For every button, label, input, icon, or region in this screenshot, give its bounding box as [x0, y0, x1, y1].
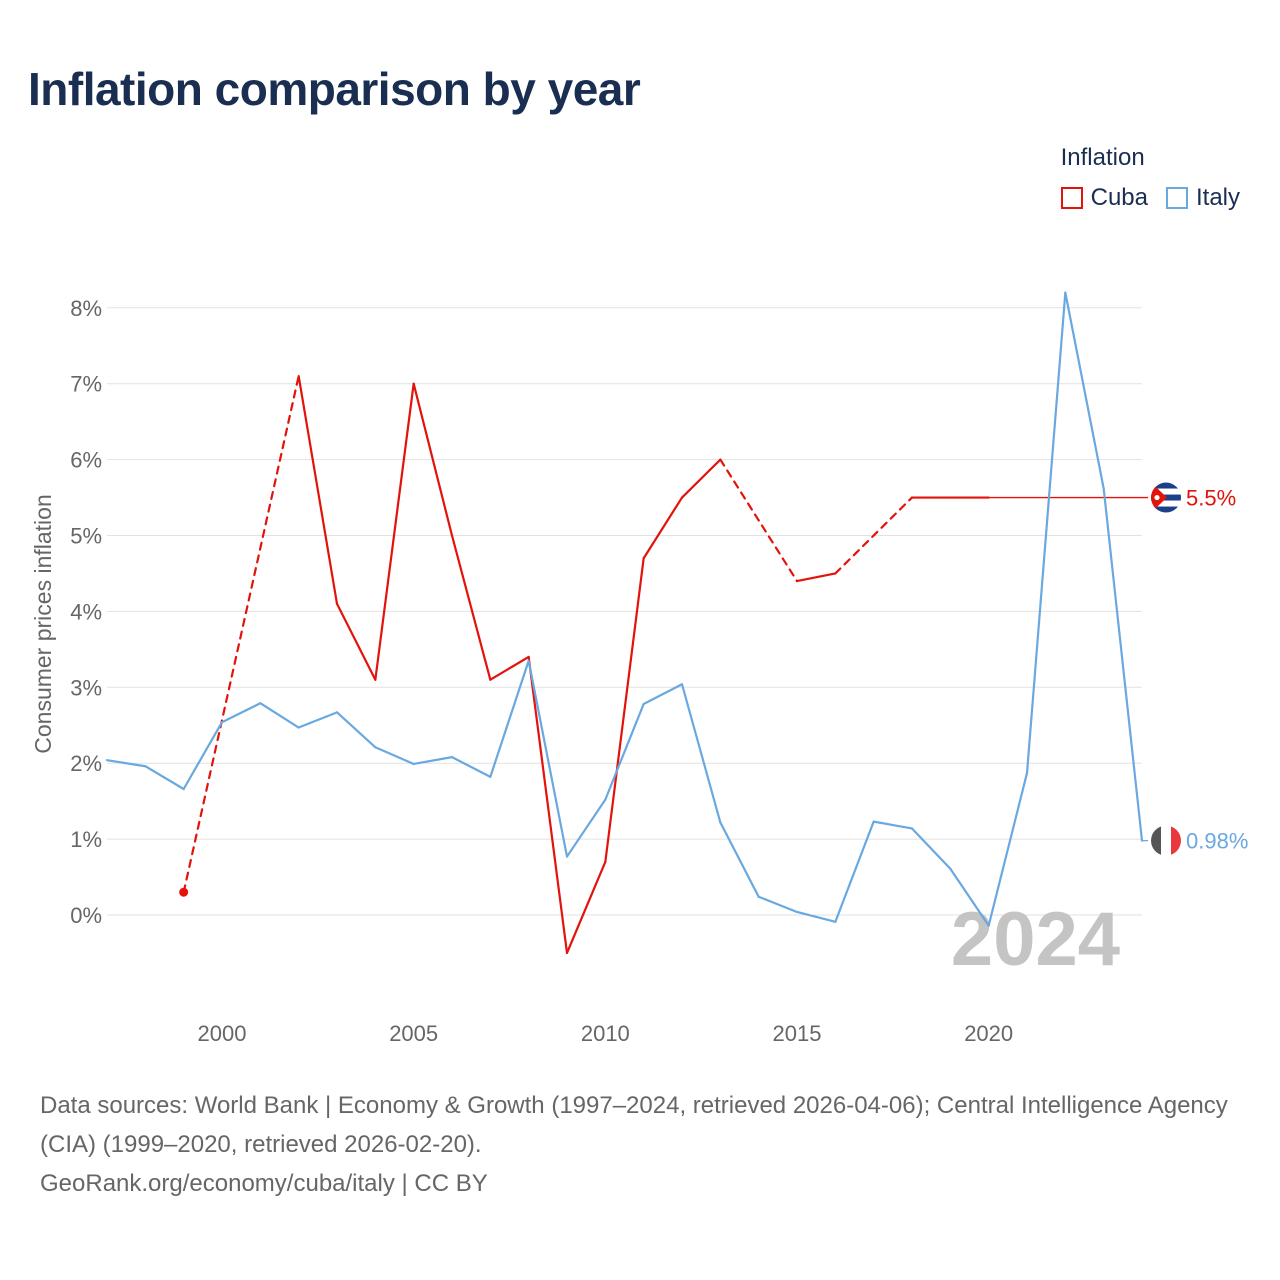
series-segment-italy: [565, 798, 607, 858]
series-segment-italy: [105, 759, 147, 768]
legend-swatch-italy: [1165, 187, 1188, 209]
series-segment-italy: [527, 659, 569, 858]
series-segment-italy: [182, 721, 224, 791]
series-segment-italy: [412, 756, 454, 766]
credit-link[interactable]: GeoRank.org/economy/cuba/italy | CC BY: [40, 1170, 488, 1197]
series-segment-italy: [680, 683, 722, 824]
data-sources: Data sources: World Bank | Economy & Gro…: [40, 1092, 1228, 1158]
legend-item-cuba[interactable]: Cuba: [1060, 184, 1148, 212]
series-segment-cuba: [719, 458, 799, 583]
legend-item-italy[interactable]: Italy: [1165, 184, 1240, 212]
legend-swatch-cuba: [1060, 187, 1083, 209]
y-tick-label: 3%: [70, 675, 102, 700]
line-chart: 0% 1% 2% 3% 4% 5% 6% 7% 8% 2000 2005 2010 2015 2020 Co…: [30, 291, 1248, 1046]
legend-label-cuba: Cuba: [1090, 184, 1148, 211]
series-segment-cuba: [450, 534, 492, 681]
legend: Inflation Cuba Italy: [1060, 144, 1240, 212]
series-segment-cuba: [642, 496, 684, 560]
series-segment-cuba: [412, 382, 454, 537]
series-segment-italy: [1025, 291, 1067, 775]
series-segment-italy: [144, 765, 185, 791]
series-segment-cuba: [335, 602, 377, 681]
series-segment-cuba: [565, 860, 607, 955]
y-tick-label: 7%: [70, 372, 102, 397]
series-segment-italy: [489, 659, 530, 778]
y-tick-label: 1%: [70, 827, 102, 852]
series-segment-cuba: [834, 496, 914, 575]
page-title: Inflation comparison by year: [28, 63, 641, 115]
series-segment-cuba: [374, 382, 415, 681]
series-segment-cuba: [297, 375, 339, 605]
series-segment-cuba: [527, 655, 569, 955]
end-label-italy: 0.98%: [1186, 829, 1248, 854]
series-segment-italy: [757, 895, 799, 914]
series-segment-italy: [642, 683, 684, 706]
series-segment-cuba: [680, 458, 722, 499]
series-segment-italy: [719, 821, 760, 898]
data-point-cuba: [179, 887, 189, 897]
y-tick-label: 5%: [70, 524, 102, 549]
footer: Data sources: World Bank | Economy & Gro…: [40, 1086, 1240, 1203]
series-segment-italy: [795, 910, 837, 923]
series-segment-italy: [949, 867, 990, 927]
series-segment-italy: [1064, 291, 1105, 490]
series-segment-italy: [910, 827, 952, 870]
series-segment-italy: [259, 702, 300, 729]
x-tick-label: 2000: [198, 1021, 247, 1046]
legend-label-italy: Italy: [1195, 184, 1240, 211]
legend-title: Inflation: [1060, 144, 1145, 171]
y-tick-label: 0%: [70, 903, 102, 928]
y-tick-label: 4%: [70, 599, 102, 624]
series-segment-italy: [872, 820, 914, 830]
series-segment-italy: [987, 771, 1029, 927]
series-segment-cuba: [604, 557, 645, 863]
x-tick-label: 2005: [389, 1021, 438, 1046]
series-segment-italy: [335, 711, 377, 749]
y-tick-label: 2%: [70, 751, 102, 776]
series-segment-italy: [297, 711, 339, 729]
x-tick-label: 2015: [773, 1021, 822, 1046]
end-label-cuba: 5.5%: [1186, 486, 1236, 511]
y-tick-label: 8%: [70, 296, 102, 321]
legend-items: Cuba Italy: [1060, 184, 1240, 212]
series-segment-cuba: [489, 655, 530, 681]
y-tick-label: 6%: [70, 448, 102, 473]
x-tick-label: 2010: [581, 1021, 630, 1046]
year-watermark: 2024: [951, 897, 1120, 982]
italy-flag-icon: [1151, 825, 1181, 856]
cuba-flag-icon: [1151, 482, 1181, 513]
series-segment-italy: [374, 746, 415, 766]
series-segment-italy: [1102, 487, 1144, 842]
x-tick-label: 2020: [964, 1021, 1013, 1046]
series-segment-italy: [604, 702, 645, 801]
series-segment-cuba: [795, 572, 837, 583]
series-segment-cuba: [182, 375, 300, 894]
series-segment-italy: [220, 702, 262, 724]
series-segment-italy: [834, 820, 875, 923]
series-segment-italy: [450, 756, 492, 778]
y-axis-label: Consumer prices inflation: [30, 494, 56, 754]
